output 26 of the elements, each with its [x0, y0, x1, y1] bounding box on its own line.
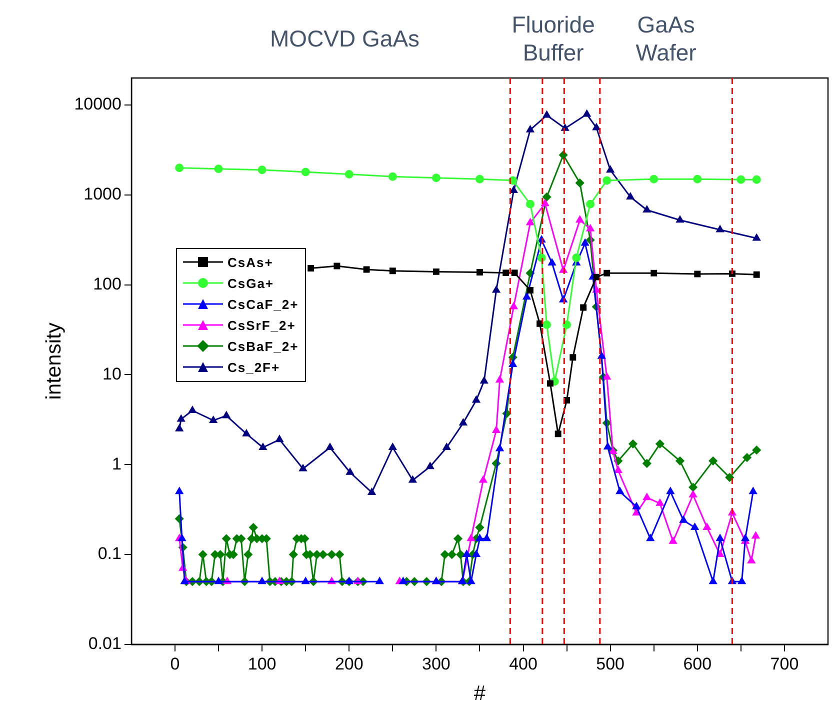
- legend-label: CsAs+: [227, 254, 274, 270]
- y-tick-label: 10: [102, 364, 122, 384]
- text: Fluoride Buffer: [512, 11, 595, 66]
- x-tick-label: 300: [422, 654, 450, 674]
- x-tick-label: 400: [509, 654, 538, 674]
- legend-label: CsCaF_2+: [227, 296, 299, 312]
- x-tick-label: 700: [770, 654, 799, 674]
- legend-label: CsBaF_2+: [227, 338, 299, 354]
- y-tick-label: 1: [112, 454, 122, 474]
- y-tick-label: 100: [93, 274, 122, 294]
- y-tick-label: 10000: [74, 94, 122, 114]
- legend-label: Cs_2F+: [227, 360, 280, 375]
- x-tick-label: 500: [596, 654, 625, 674]
- text: GaAs Wafer: [636, 11, 697, 66]
- y-tick-label: 0.1: [98, 544, 122, 564]
- x-axis-title: #: [474, 682, 486, 706]
- text: MOCVD GaAs: [270, 25, 420, 52]
- legend-label: CsGa+: [227, 276, 274, 291]
- x-tick-label: 200: [334, 654, 364, 674]
- x-tick-label: 100: [248, 654, 276, 674]
- y-axis-title: intensity: [42, 322, 66, 400]
- y-tick-label: 0.01: [88, 634, 122, 654]
- x-tick-label: 600: [683, 654, 712, 674]
- x-tick-label: 0: [170, 654, 180, 674]
- legend-label: CsSrF_2+: [227, 318, 296, 333]
- y-tick-label: 1000: [84, 184, 122, 204]
